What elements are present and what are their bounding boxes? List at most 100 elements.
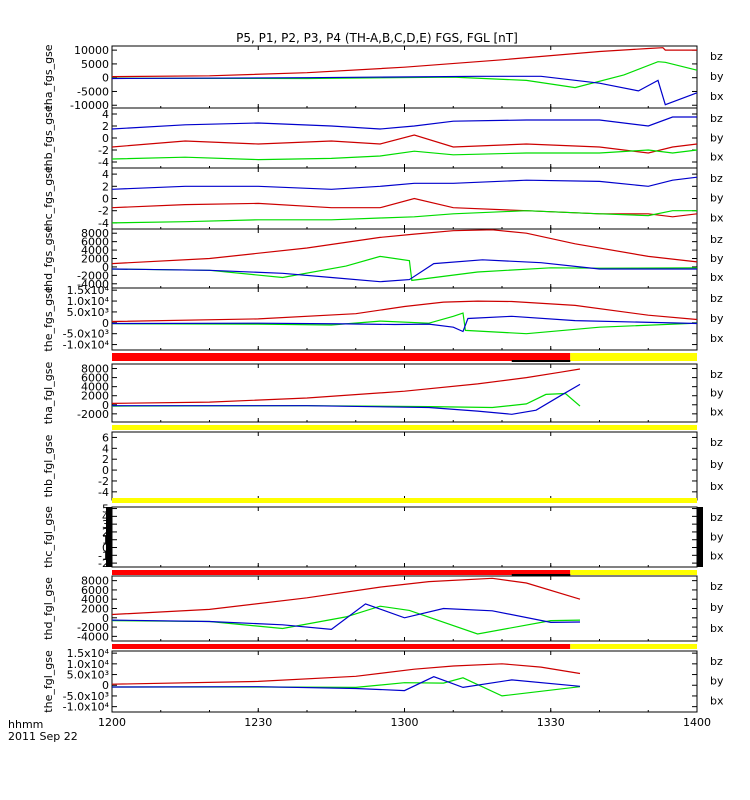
status-bar — [112, 644, 697, 649]
y-tick-label: 4000 — [81, 593, 109, 606]
y-tick-label: 1 — [102, 534, 109, 547]
y-tick-label: 2 — [102, 453, 109, 466]
y-tick-label: 5.0x10³ — [67, 669, 109, 682]
x-tick-label: 1200 — [98, 716, 126, 729]
legend-by: by — [710, 70, 724, 83]
y-tick-label: 0 — [102, 193, 109, 206]
y-tick-label: -2 — [98, 475, 109, 488]
panel-thb-fgs-gse: 420-2-4 thb_fgs_gse bz by bx — [42, 105, 724, 171]
series-bx — [112, 383, 581, 415]
legend-bz: bz — [710, 292, 723, 305]
y-tick-label: -1.0x10⁴ — [63, 701, 110, 714]
series-bx — [111, 676, 581, 692]
status-segment-yellow — [570, 353, 697, 361]
y-tick-label: 2000 — [81, 603, 109, 616]
y-tick-label: 0 — [102, 317, 109, 330]
y-axis-label: tha_fgl_gse — [42, 362, 55, 425]
y-tick-label: -2000 — [77, 621, 109, 634]
status-mark — [511, 360, 571, 362]
y-tick-label: 4000 — [81, 381, 109, 394]
y-tick-label: 0 — [102, 612, 109, 625]
y-axis-label: thd_fgl_gse — [42, 577, 55, 640]
y-tick-label: 0 — [102, 679, 109, 692]
y-tick-label: -10000 — [70, 99, 109, 112]
legend-by: by — [710, 530, 724, 543]
legend-bz: bz — [710, 580, 723, 593]
y-axis-label: the_fgl_gse — [42, 650, 55, 713]
y-tick-label: -4 — [98, 156, 109, 169]
panel-frame — [111, 167, 698, 230]
legend-bz: bz — [710, 233, 723, 246]
status-segment-red — [112, 644, 571, 649]
y-tick-label: -5.0x10³ — [63, 690, 109, 703]
panel-frame — [111, 506, 698, 568]
status-bar — [112, 425, 697, 430]
series-bx — [111, 75, 698, 106]
y-tick-label: 1.0x10⁴ — [67, 295, 110, 308]
panel-edge-right — [697, 507, 703, 567]
y-tick-label: -4000 — [77, 630, 109, 643]
y-tick-label: -2 — [98, 205, 109, 218]
y-tick-label: 8000 — [81, 363, 109, 376]
y-tick-label: 3 — [102, 518, 109, 531]
status-segment-yellow — [112, 425, 697, 430]
y-tick-label: -1 — [98, 549, 109, 562]
y-tick-label: 0 — [102, 72, 109, 85]
series-by — [111, 312, 698, 335]
series-by — [111, 210, 697, 224]
panel-frame — [111, 363, 698, 423]
status-bar — [112, 498, 697, 503]
footer-date-label: 2011 Sep 22 — [8, 730, 78, 743]
legend-bx: bx — [710, 151, 724, 164]
series-bz — [111, 47, 697, 78]
y-tick-label: 2 — [102, 180, 109, 193]
y-tick-label: 4000 — [81, 244, 109, 257]
series-by — [111, 61, 698, 89]
y-tick-label: 0 — [102, 542, 109, 555]
series-by — [111, 149, 698, 161]
legend-by: by — [710, 312, 724, 325]
legend-bz: bz — [710, 436, 723, 449]
legend-bx: bx — [710, 332, 724, 345]
series-bx — [111, 603, 581, 631]
y-tick-label: -2 — [98, 144, 109, 157]
panel-frame — [111, 575, 698, 642]
y-tick-label: 10000 — [74, 44, 109, 57]
y-tick-label: 2000 — [81, 253, 109, 266]
y-tick-label: -5000 — [77, 85, 109, 98]
y-axis-label: thb_fgl_gse — [42, 434, 55, 497]
legend-bx: bx — [710, 480, 724, 493]
y-tick-label: -1.0x10⁴ — [63, 339, 110, 352]
x-tick-label: 1400 — [683, 716, 711, 729]
y-tick-label: 2 — [102, 120, 109, 133]
panel-frame — [111, 431, 698, 501]
y-axis-label: thd_fgs_gse — [42, 226, 55, 292]
legend-by: by — [710, 601, 724, 614]
status-segment-red — [112, 570, 571, 575]
legend-by: by — [710, 131, 724, 144]
status-bar — [112, 353, 697, 362]
y-tick-label: 8000 — [81, 227, 109, 240]
status-segment-yellow — [570, 570, 697, 575]
y-tick-label: 5 — [102, 503, 109, 516]
y-tick-label: 6 — [102, 431, 109, 444]
series-bx — [111, 315, 698, 333]
legend-by: by — [710, 387, 724, 400]
panel-frame — [111, 650, 698, 713]
y-tick-label: 5000 — [81, 58, 109, 71]
y-tick-label: 1.5x10⁴ — [67, 284, 110, 297]
chart-title: P5, P1, P2, P3, P4 (TH-A,B,C,D,E) FGS, F… — [236, 31, 518, 45]
y-tick-label: -2000 — [77, 269, 109, 282]
y-tick-label: -4 — [98, 486, 109, 499]
series-bz — [111, 134, 698, 154]
y-tick-label: 0 — [102, 464, 109, 477]
y-axis-label: thc_fgl_gse — [42, 506, 55, 568]
